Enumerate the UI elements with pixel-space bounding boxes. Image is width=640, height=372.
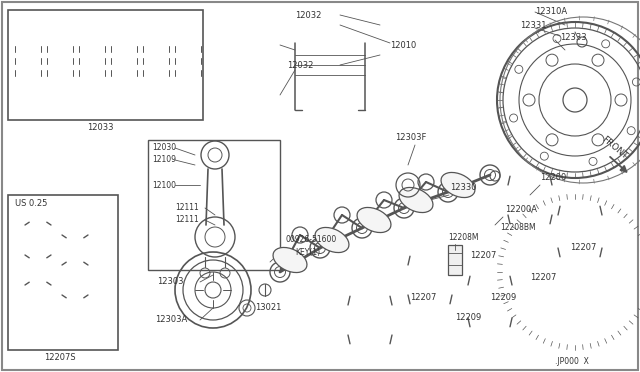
Text: 12207: 12207 bbox=[410, 294, 436, 302]
Text: 12010: 12010 bbox=[390, 41, 416, 49]
Text: 12208M: 12208M bbox=[448, 234, 479, 243]
Ellipse shape bbox=[273, 247, 307, 273]
Text: 12030: 12030 bbox=[152, 144, 176, 153]
Text: 12207S: 12207S bbox=[44, 353, 76, 362]
Text: 12032: 12032 bbox=[287, 61, 314, 70]
Bar bbox=[8, 195, 118, 350]
Text: 12209: 12209 bbox=[490, 294, 516, 302]
Text: 12111: 12111 bbox=[175, 215, 199, 224]
Bar bbox=[8, 10, 203, 120]
Text: KEY(1): KEY(1) bbox=[295, 247, 320, 257]
Text: 12033: 12033 bbox=[87, 124, 113, 132]
Text: 12303F: 12303F bbox=[395, 132, 426, 141]
Text: 12207: 12207 bbox=[570, 244, 596, 253]
Ellipse shape bbox=[399, 187, 433, 212]
Text: 12032: 12032 bbox=[295, 10, 321, 19]
Text: 12303: 12303 bbox=[157, 278, 184, 286]
Text: 12333: 12333 bbox=[560, 33, 587, 42]
Ellipse shape bbox=[441, 173, 475, 198]
Text: 00926-51600: 00926-51600 bbox=[285, 235, 336, 244]
Text: 12207: 12207 bbox=[470, 250, 497, 260]
Text: US 0.25: US 0.25 bbox=[15, 199, 47, 208]
Text: FRONT: FRONT bbox=[600, 135, 629, 161]
Text: 12200A: 12200A bbox=[505, 205, 537, 215]
Text: 12100: 12100 bbox=[152, 180, 176, 189]
Text: 12111: 12111 bbox=[175, 203, 199, 212]
Text: 12331: 12331 bbox=[520, 20, 547, 29]
Text: .JP000  X: .JP000 X bbox=[555, 357, 589, 366]
Ellipse shape bbox=[315, 227, 349, 253]
Text: 12109: 12109 bbox=[152, 155, 176, 164]
Bar bbox=[148, 140, 280, 270]
Text: 12207: 12207 bbox=[530, 273, 556, 282]
Text: 12209: 12209 bbox=[455, 314, 481, 323]
Ellipse shape bbox=[357, 208, 391, 232]
Text: 13021: 13021 bbox=[255, 304, 282, 312]
Text: 12303A: 12303A bbox=[155, 315, 188, 324]
Text: 12208BM: 12208BM bbox=[500, 224, 536, 232]
Bar bbox=[448, 245, 462, 275]
Text: 12330: 12330 bbox=[450, 183, 477, 192]
Text: 12200: 12200 bbox=[540, 173, 566, 183]
Text: 12310A: 12310A bbox=[535, 7, 567, 16]
